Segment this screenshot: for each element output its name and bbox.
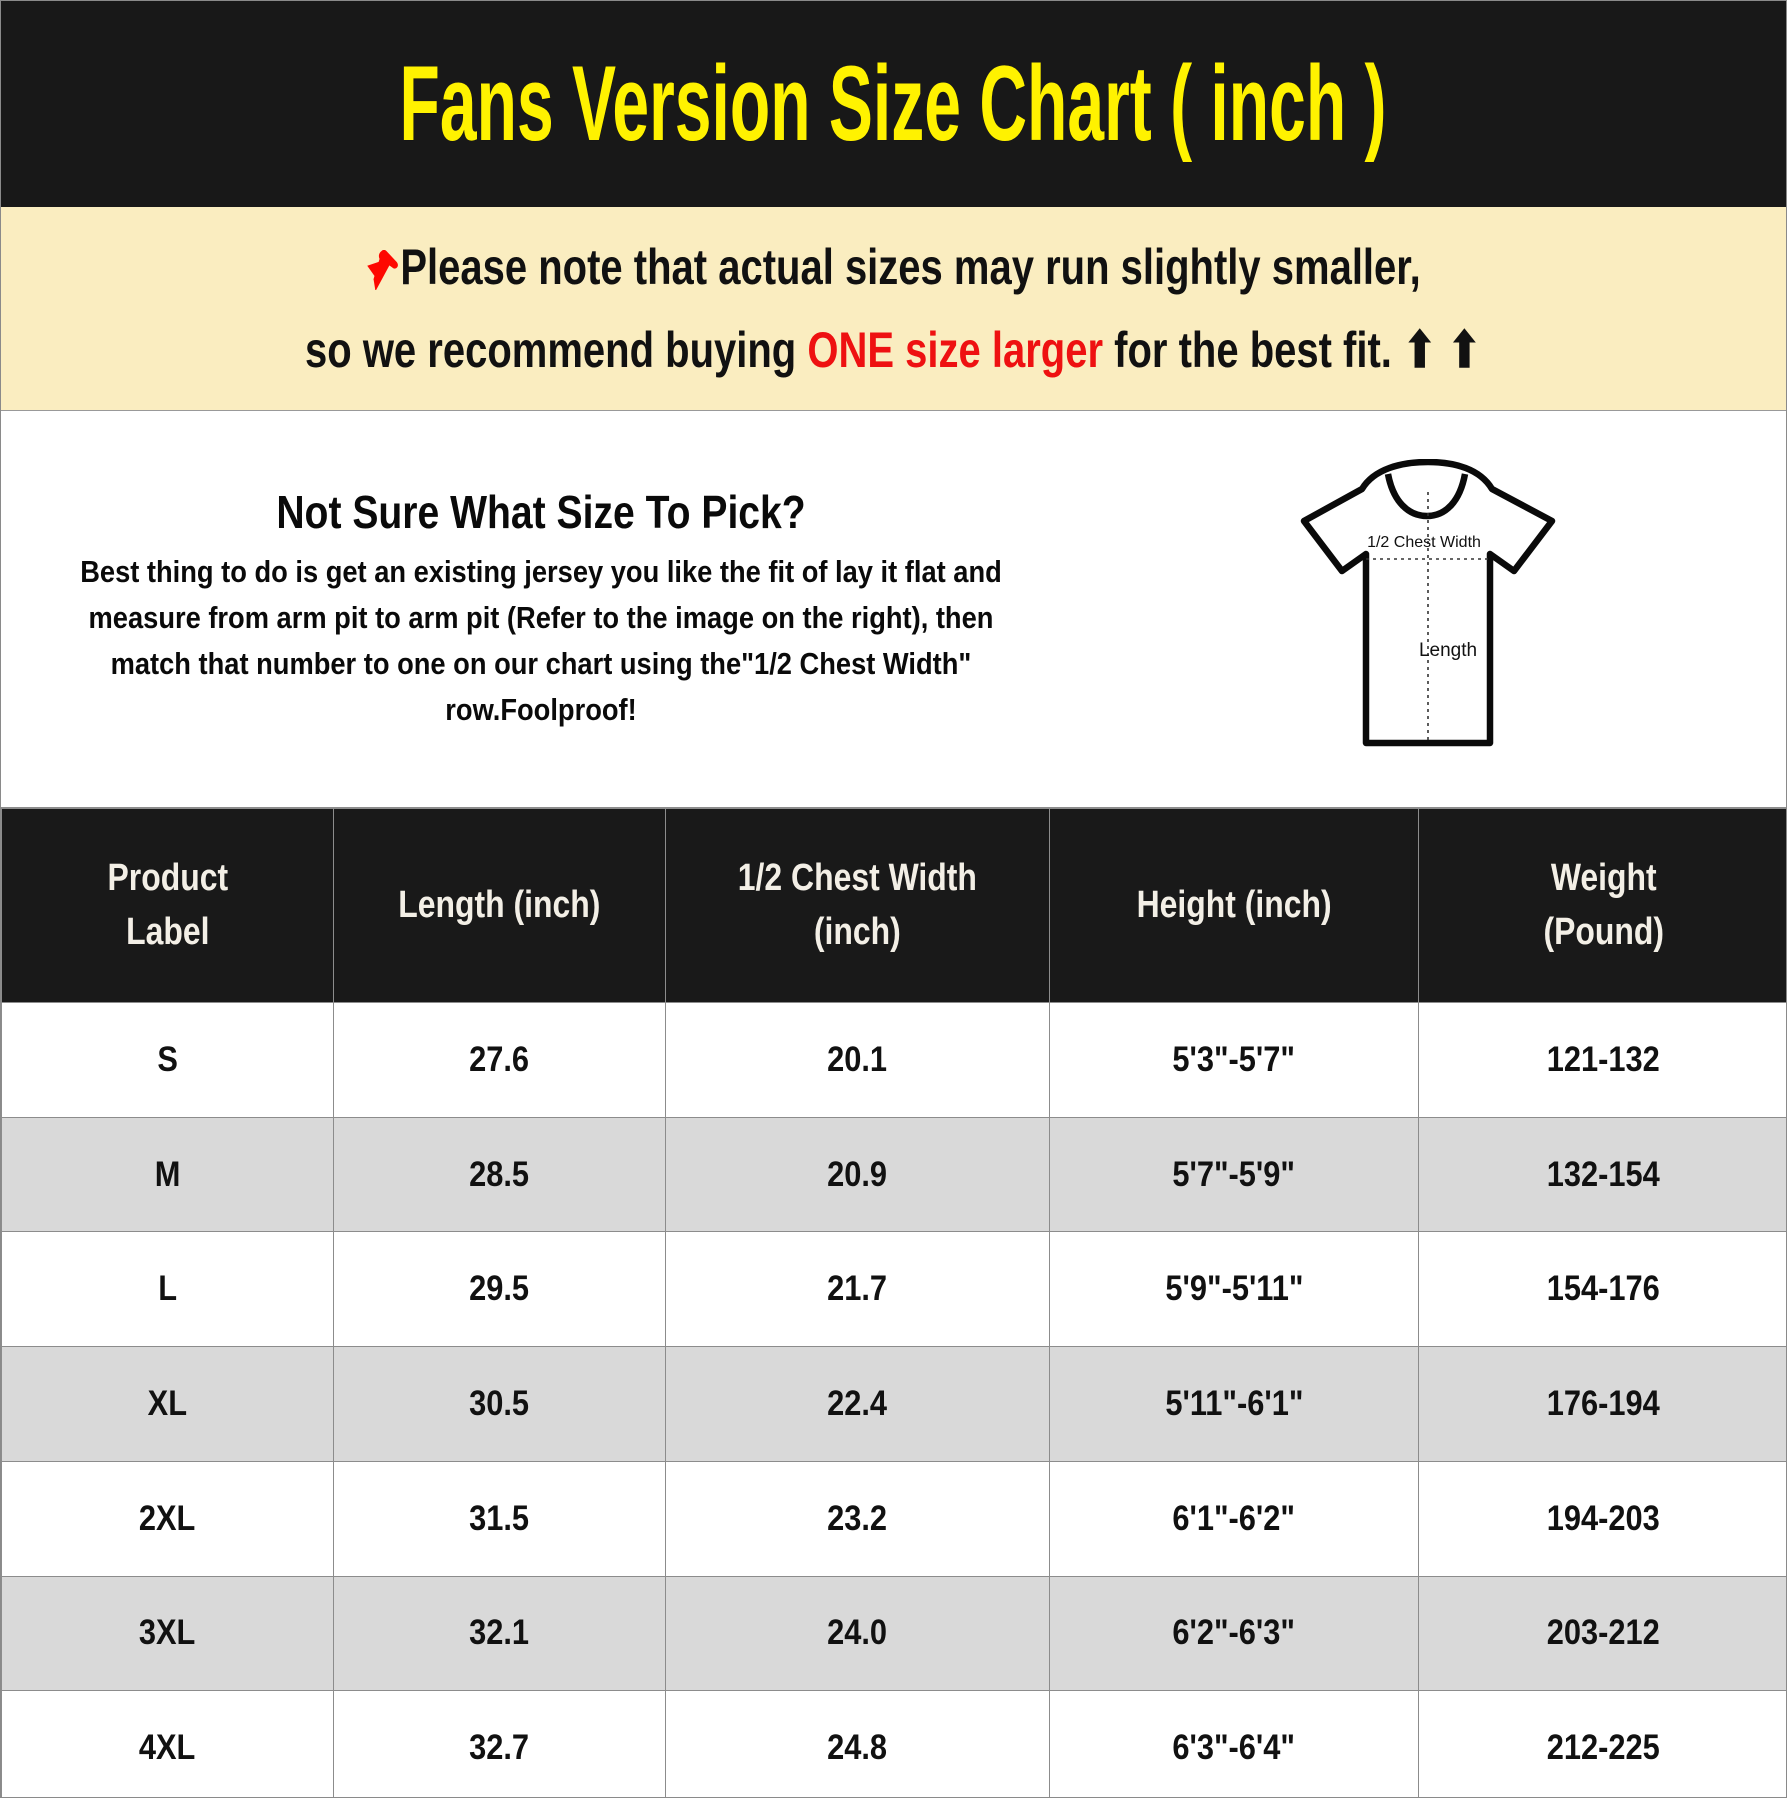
svg-text:1/2 Chest Width: 1/2 Chest Width	[1367, 534, 1481, 551]
svg-text:Length: Length	[1418, 640, 1476, 661]
